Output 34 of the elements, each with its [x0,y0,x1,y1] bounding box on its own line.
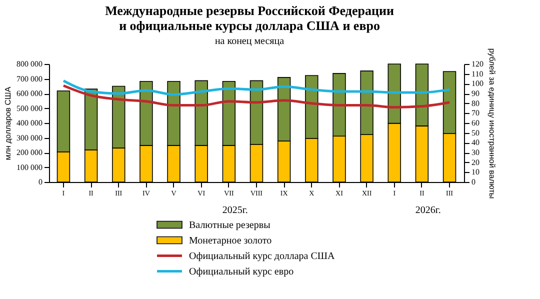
y2-tick-label: 50 [472,128,480,138]
y2-tick-label: 40 [472,138,480,148]
y2-tick-label: 90 [472,89,480,98]
chart-subtitle: на конец месяца [214,36,285,47]
y-tick-label: 400 000 [16,118,42,128]
y-tick-label: 200 000 [16,148,42,157]
y2-tick-label: 110 [472,69,484,78]
line-series [62,79,451,96]
y2-axis-title: рублей за единицу иностранной валюты [488,48,496,199]
text: 2026г. [415,205,441,216]
text: 2025г. [222,205,248,216]
y2-tick-label: 80 [472,98,480,108]
line-series [62,84,451,109]
y-tick-label: 500 000 [16,104,42,113]
y-tick-label: 800 000 [16,60,42,68]
chart-title: Международные резервы Российской Федерации и официальные курсы доллара США и евро [105,2,394,33]
y2-tick-label: 120 [472,60,484,68]
y2-tick-label: 10 [472,168,480,177]
y2-tick-label: 60 [472,118,480,128]
y2-tick-label: 20 [472,158,480,167]
y2-tick-label: 0 [472,178,476,186]
y-tick-label: 300 000 [16,133,42,142]
y2-tick-label: 70 [472,108,480,118]
y2-tick-label: 100 [472,79,484,88]
y-tick-label: 100 000 [16,162,42,172]
legend-label: Официальный курс евро [189,266,294,278]
y-tick-label: 600 000 [16,89,42,98]
y-tick-label: 700 000 [16,74,42,84]
legend-label: Валютные резервы [189,220,271,231]
legend-label: Монетарное золото [189,235,272,246]
legend-label: Официальный курс доллара США [189,250,336,262]
y-tick-label: 0 [38,178,42,186]
y-axis-title: млн долларов США [4,86,12,160]
y2-tick-label: 30 [472,148,480,157]
